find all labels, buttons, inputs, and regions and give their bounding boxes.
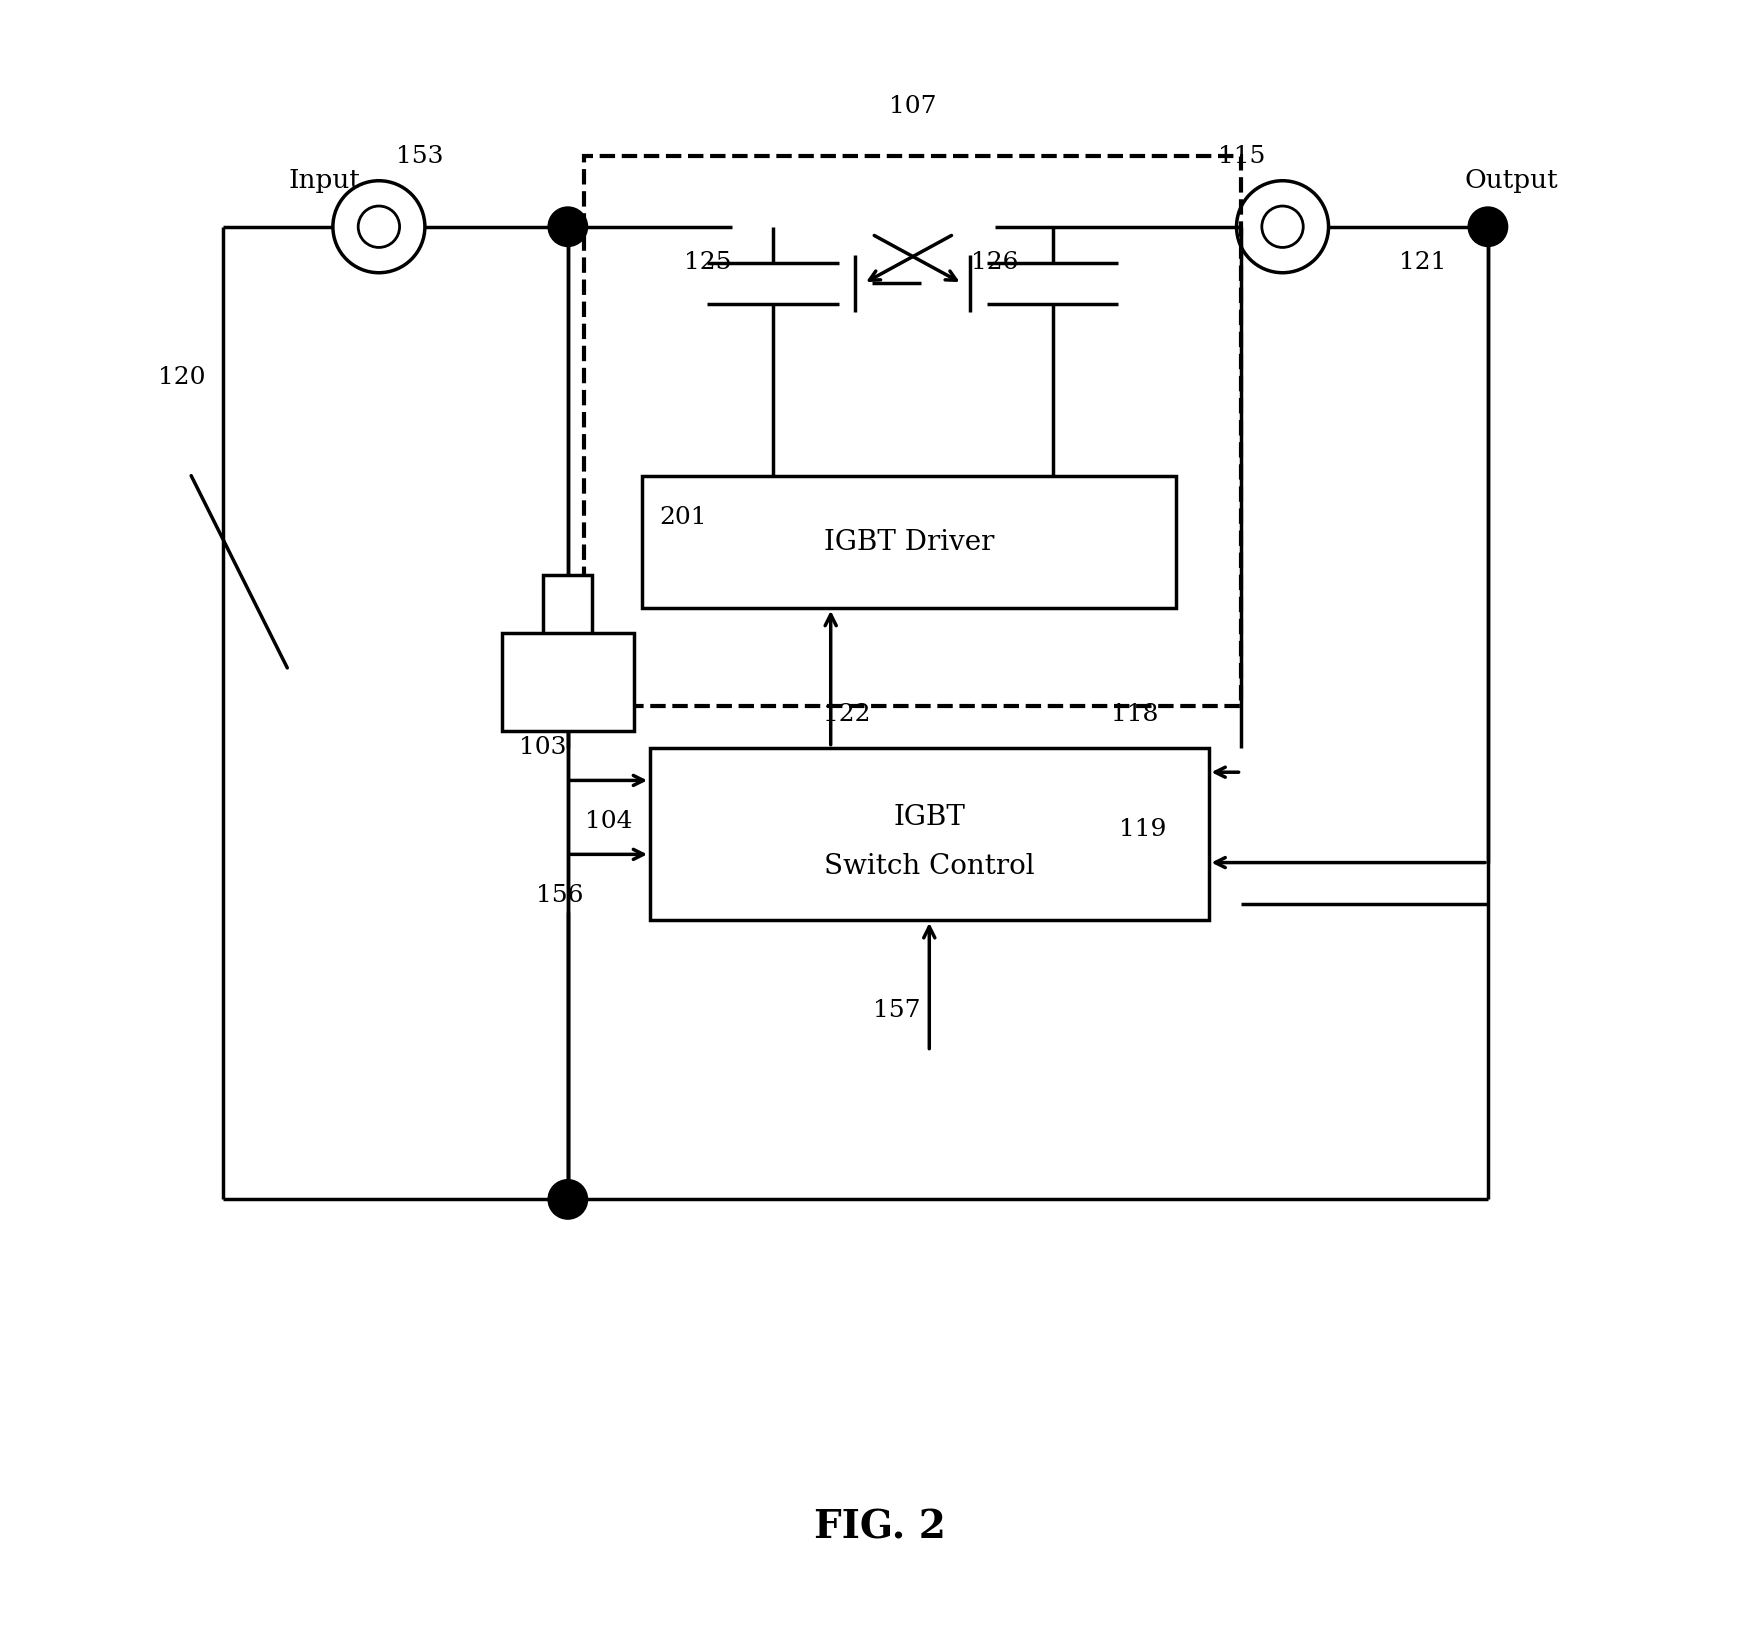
Text: 104: 104	[584, 810, 632, 833]
Circle shape	[547, 207, 588, 246]
Circle shape	[1468, 207, 1508, 246]
Bar	[584, 156, 1241, 706]
Text: 153: 153	[396, 145, 444, 168]
Text: 115: 115	[1218, 145, 1265, 168]
Text: Output: Output	[1464, 168, 1559, 194]
Text: Input: Input	[289, 168, 361, 194]
Text: 107: 107	[889, 95, 936, 118]
Text: 125: 125	[683, 251, 730, 274]
Text: 120: 120	[158, 366, 206, 389]
Bar	[642, 476, 1176, 608]
Text: IGBT Driver: IGBT Driver	[824, 529, 994, 555]
Text: 118: 118	[1111, 703, 1158, 726]
Text: 156: 156	[535, 884, 583, 907]
Text: 103: 103	[519, 736, 567, 759]
Text: 201: 201	[658, 506, 706, 529]
Text: FIG. 2: FIG. 2	[815, 1508, 945, 1548]
Circle shape	[547, 1180, 588, 1219]
Text: 119: 119	[1119, 818, 1167, 841]
Text: Switch Control: Switch Control	[824, 853, 1035, 881]
Bar	[544, 575, 593, 706]
Text: 126: 126	[972, 251, 1019, 274]
Bar	[649, 748, 1209, 920]
Text: 121: 121	[1399, 251, 1447, 274]
Text: IGBT: IGBT	[894, 803, 964, 831]
Text: 157: 157	[873, 999, 920, 1022]
Text: 122: 122	[824, 703, 871, 726]
Bar	[502, 633, 634, 731]
